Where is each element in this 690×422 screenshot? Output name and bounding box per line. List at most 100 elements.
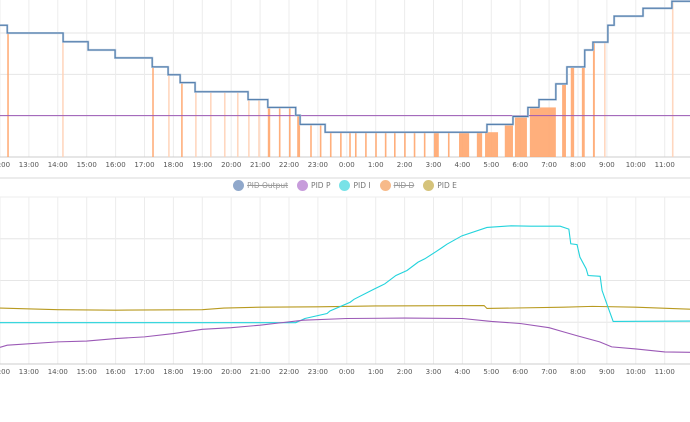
- x-tick-label: 21:00: [250, 368, 270, 376]
- pid-d-bar: [592, 42, 595, 157]
- legend-swatch: [423, 180, 435, 191]
- x-tick-label: 13:00: [19, 161, 39, 169]
- pid-d-bar: [375, 132, 377, 157]
- x-tick-label: 0:00: [339, 368, 355, 376]
- pid-d-bar: [570, 66, 575, 157]
- legend-item-pid-i[interactable]: PID I: [339, 180, 371, 191]
- pid-d-bar: [62, 33, 64, 158]
- legend: PID Output PID P PID I PID D PID E: [0, 180, 690, 191]
- x-tick-label: 22:00: [279, 368, 299, 376]
- x-tick-label: 9:00: [599, 368, 615, 376]
- legend-label: PID I: [353, 181, 371, 190]
- pid-d-bar: [349, 132, 351, 157]
- pid-d-bar: [258, 99, 260, 157]
- x-tick-label: 10:00: [626, 368, 646, 376]
- x-tick-label: 5:00: [483, 368, 499, 376]
- x-tick-label: 10:00: [626, 161, 646, 169]
- pid-d-bar: [340, 132, 342, 157]
- pid-d-bar: [433, 132, 439, 157]
- x-tick-label: 23:00: [308, 368, 328, 376]
- x-tick-label: 17:00: [134, 368, 154, 376]
- top-chart: 12:00 13:00 14:00 15:00 16:00 17:00 18:00 19:00…: [0, 0, 690, 169]
- pid-d-bar: [7, 33, 9, 158]
- pid-d-bar: [413, 132, 416, 157]
- x-tick-label: 23:00: [308, 161, 328, 169]
- x-tick-label: 16:00: [106, 368, 126, 376]
- x-tick-label: 6:00: [512, 161, 528, 169]
- x-tick-label: 3:00: [426, 161, 442, 169]
- x-tick-label: 15:00: [77, 161, 97, 169]
- pid-d-bar: [671, 1, 674, 158]
- pid-d-bar: [354, 132, 357, 157]
- pid-d-bar: [365, 132, 367, 157]
- legend-item-pid-e[interactable]: PID E: [423, 180, 457, 191]
- pid-d-bar: [476, 132, 483, 157]
- pid-d-bar: [195, 91, 197, 157]
- x-tick-label: 11:00: [655, 368, 675, 376]
- x-tick-label: 12:00: [0, 368, 10, 376]
- series-line-pid-i: [0, 225, 690, 324]
- legend-label: PID P: [311, 181, 331, 190]
- x-tick-label: 12:00: [0, 161, 10, 169]
- legend-label: PID Output: [247, 181, 289, 190]
- x-tick-label: 15:00: [77, 368, 97, 376]
- pid-d-bar: [514, 116, 527, 157]
- legend-item-pid-d[interactable]: PID D: [379, 180, 415, 191]
- pid-d-bar: [181, 82, 183, 157]
- legend-swatch: [379, 180, 391, 191]
- x-tick-label: 19:00: [192, 161, 212, 169]
- bottom-chart: 12:00 13:00 14:00 15:00 16:00 17:00 18:00 19:00…: [0, 196, 690, 376]
- pid-d-bar: [236, 91, 239, 157]
- x-tick-label: 20:00: [221, 161, 241, 169]
- x-tick-label: 2:00: [397, 161, 413, 169]
- x-tick-label: 18:00: [163, 161, 183, 169]
- pid-d-bar: [278, 107, 281, 157]
- x-tick-label: 17:00: [134, 161, 154, 169]
- x-tick-label: 22:00: [279, 161, 299, 169]
- pid-d-bar: [210, 91, 212, 157]
- x-tick-label: 18:00: [163, 368, 183, 376]
- pid-d-bar: [223, 91, 226, 157]
- x-tick-label: 16:00: [106, 161, 126, 169]
- x-tick-label: 9:00: [599, 161, 615, 169]
- x-tick-label: 8:00: [570, 161, 586, 169]
- pid-output-line-shadow: [0, 0, 690, 134]
- x-tick-label: 13:00: [19, 368, 39, 376]
- pid-d-bar: [152, 66, 154, 157]
- x-tick-label: 1:00: [368, 161, 384, 169]
- x-tick-label: 7:00: [541, 368, 557, 376]
- x-tick-label: 5:00: [483, 161, 499, 169]
- legend-swatch: [297, 180, 309, 191]
- x-tick-label: 8:00: [570, 368, 586, 376]
- series-line-pid-e: [0, 304, 690, 311]
- x-tick-label: 4:00: [455, 368, 471, 376]
- x-tick-label: 3:00: [426, 368, 442, 376]
- pid-d-bar: [504, 124, 513, 157]
- pid-d-bar: [319, 124, 322, 157]
- x-tick-label: 11:00: [655, 161, 675, 169]
- x-tick-label: 21:00: [250, 161, 270, 169]
- pid-d-bar: [267, 107, 271, 157]
- x-tick-label: 20:00: [221, 368, 241, 376]
- pid-d-bar: [404, 132, 406, 157]
- pid-d-bar: [562, 83, 566, 157]
- pid-d-bar: [297, 115, 301, 157]
- legend-swatch: [339, 180, 351, 191]
- legend-label: PID D: [393, 181, 415, 190]
- x-tick-label: 4:00: [455, 161, 471, 169]
- x-tick-label: 6:00: [512, 368, 528, 376]
- pid-d-bar: [329, 132, 332, 157]
- pid-d-bar: [394, 132, 396, 157]
- pid-d-bar: [485, 132, 499, 157]
- x-tick-label: 2:00: [397, 368, 413, 376]
- series-line-pid-p: [0, 317, 690, 353]
- pid-d-bar: [447, 132, 450, 157]
- legend-label: PID E: [437, 181, 457, 190]
- x-tick-label: 14:00: [48, 368, 68, 376]
- x-tick-label: 19:00: [192, 368, 212, 376]
- pid-d-bar: [248, 99, 250, 157]
- pid-d-bar: [423, 132, 426, 157]
- legend-item-pid-output[interactable]: PID Output: [233, 180, 288, 191]
- legend-item-pid-p[interactable]: PID P: [297, 180, 330, 191]
- pid-d-bar: [604, 42, 606, 157]
